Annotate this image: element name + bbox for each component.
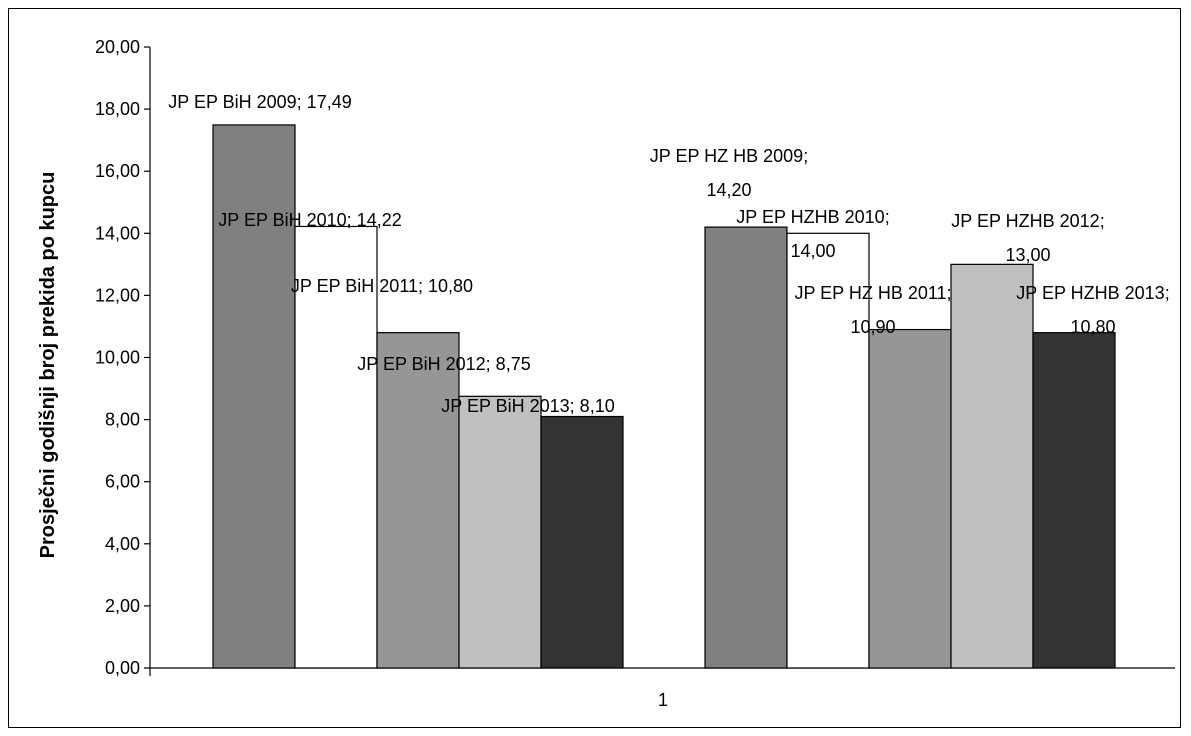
- y-tick-label: 14,00: [95, 223, 140, 243]
- data-label: 13,00: [1005, 245, 1050, 265]
- y-tick-label: 12,00: [95, 285, 140, 305]
- bar-5: [540, 415, 624, 669]
- bar-8: [868, 328, 952, 669]
- y-tick-label: 2,00: [105, 596, 140, 616]
- y-tick-label: 6,00: [105, 472, 140, 492]
- y-tick-label: 20,00: [95, 37, 140, 57]
- bar-9: [950, 263, 1034, 669]
- bar-2: [294, 225, 378, 669]
- y-axis-label: Prosječni godišnji broj prekida po kupcu: [37, 172, 59, 559]
- data-label: 10,80: [1070, 317, 1115, 337]
- data-label: JP EP BiH 2011; 10,80: [291, 276, 473, 296]
- bar-4: [458, 395, 542, 669]
- bar-1: [212, 124, 296, 669]
- data-label: JP EP HZHB 2010;: [736, 207, 889, 227]
- bar-10: [1032, 332, 1116, 669]
- y-tick-label: 16,00: [95, 161, 140, 181]
- y-tick-label: 18,00: [95, 99, 140, 119]
- data-label: 14,20: [706, 180, 751, 200]
- data-label: JP EP HZHB 2012;: [951, 211, 1104, 231]
- y-tick-label: 0,00: [105, 658, 140, 678]
- data-label: JP EP BiH 2010; 14,22: [218, 210, 401, 230]
- y-tick-label: 8,00: [105, 410, 140, 430]
- y-tick-label: 10,00: [95, 348, 140, 368]
- data-label: JP EP HZHB 2013;: [1016, 283, 1169, 303]
- y-tick-label: 4,00: [105, 534, 140, 554]
- x-category-label: 1: [658, 690, 668, 710]
- data-labels: JP EP BiH 2009; 17,49 JP EP BiH 2010; 14,…: [168, 92, 1169, 416]
- data-label: JP EP HZ HB 2009;: [650, 146, 808, 166]
- data-label: JP EP HZ HB 2011;: [794, 283, 951, 303]
- data-label: 10,90: [850, 317, 895, 337]
- data-label: 14,00: [790, 241, 835, 261]
- bar-3: [376, 332, 460, 669]
- bars: [212, 124, 1116, 669]
- data-label: JP EP BiH 2012; 8,75: [357, 354, 530, 374]
- bar-6: [704, 226, 788, 669]
- data-label: JP EP BiH 2009; 17,49: [168, 92, 351, 112]
- data-label: JP EP BiH 2013; 8,10: [441, 396, 614, 416]
